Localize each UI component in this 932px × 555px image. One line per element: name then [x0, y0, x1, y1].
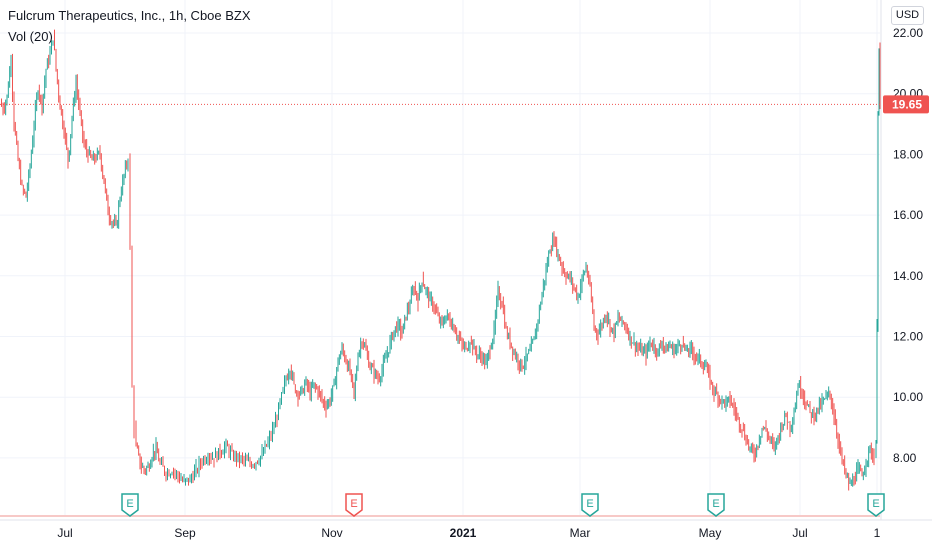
earnings-marker[interactable]: E	[345, 493, 363, 517]
earnings-marker-label: E	[872, 498, 879, 510]
earnings-marker[interactable]: E	[707, 493, 725, 517]
price-tick-label: 12.00	[893, 330, 923, 344]
earnings-marker[interactable]: E	[121, 493, 139, 517]
earnings-marker-shape	[345, 493, 363, 517]
time-tick-label: 2021	[450, 526, 477, 540]
earnings-marker-label: E	[586, 498, 593, 510]
earnings-marker-shape	[867, 493, 885, 517]
price-tick-label: 18.00	[893, 147, 923, 161]
time-tick-label: May	[699, 526, 722, 540]
volume-strip	[0, 515, 880, 517]
currency-button[interactable]: USD	[891, 6, 924, 25]
time-tick-label: Jul	[792, 526, 807, 540]
price-tick-label: 10.00	[893, 390, 923, 404]
time-tick-label: Jul	[57, 526, 72, 540]
price-tick-label: 22.00	[893, 26, 923, 40]
earnings-marker-shape	[581, 493, 599, 517]
earnings-marker-shape	[121, 493, 139, 517]
earnings-marker[interactable]: E	[581, 493, 599, 517]
time-tick-label: 1	[874, 526, 881, 540]
time-tick-label: Nov	[321, 526, 342, 540]
earnings-marker-label: E	[126, 498, 133, 510]
price-tick-label: 8.00	[893, 451, 917, 465]
earnings-marker-label: E	[712, 498, 719, 510]
price-tick-label: 14.00	[893, 269, 923, 283]
earnings-marker-shape	[707, 493, 725, 517]
chart-title: Fulcrum Therapeutics, Inc., 1h, Cboe BZX	[8, 8, 251, 23]
last-price-label: 19.65	[892, 97, 922, 111]
earnings-marker-label: E	[350, 498, 357, 510]
time-tick-label: Mar	[570, 526, 591, 540]
time-tick-label: Sep	[174, 526, 196, 540]
earnings-marker[interactable]: E	[867, 493, 885, 517]
last-price-badge	[883, 95, 929, 114]
price-tick-label: 16.00	[893, 208, 923, 222]
volume-indicator-label[interactable]: Vol (20)	[8, 29, 53, 44]
